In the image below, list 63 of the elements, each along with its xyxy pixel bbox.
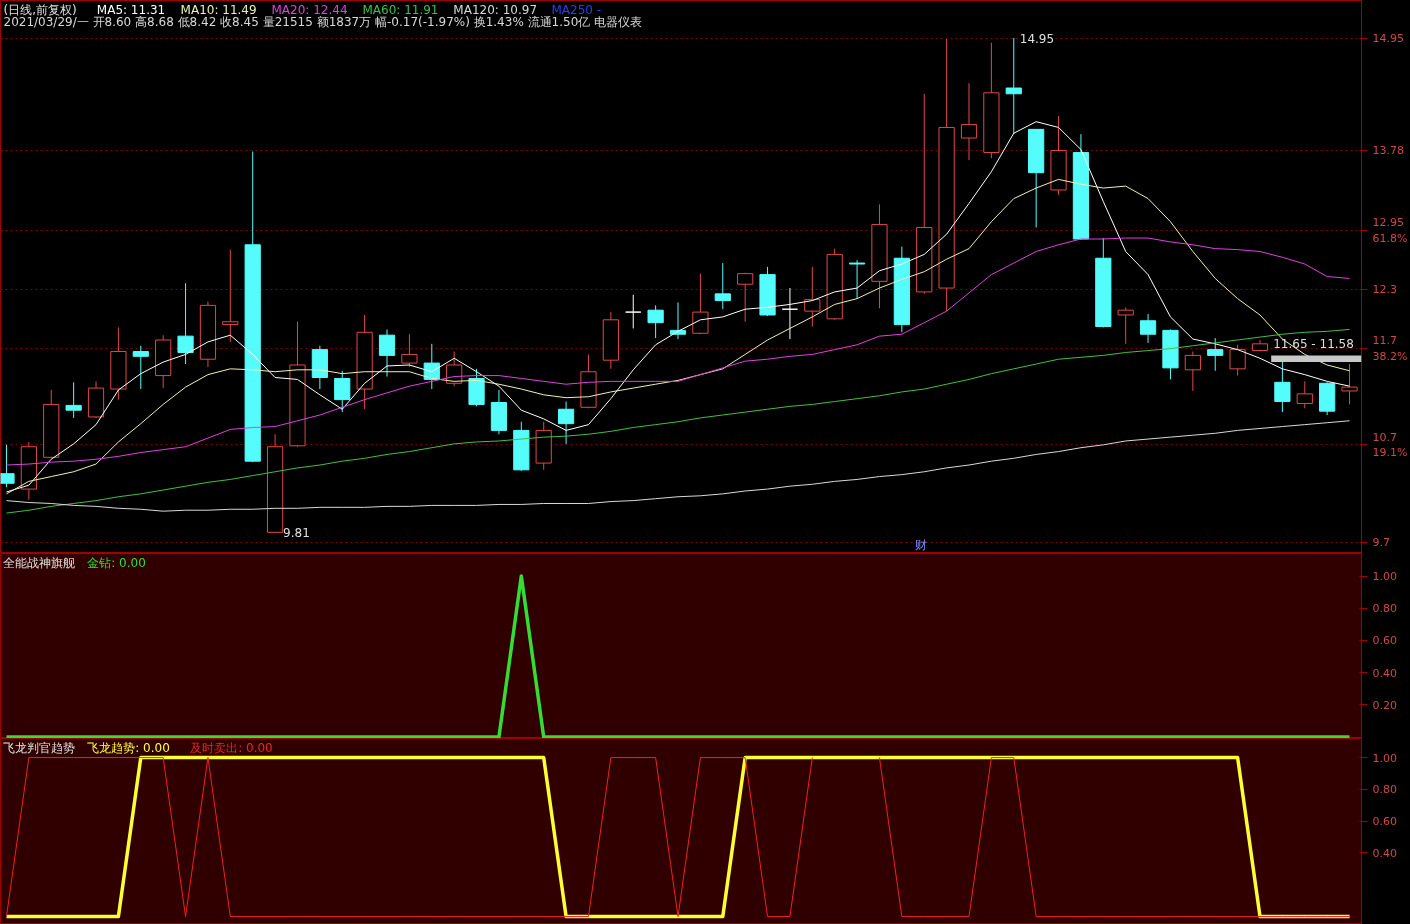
line-series bbox=[5, 178, 1351, 495]
y-tick-label: 9.7 bbox=[1372, 536, 1390, 550]
y-tick-label: 1.00 bbox=[1372, 751, 1397, 765]
candlestick bbox=[132, 345, 149, 390]
candlestick bbox=[692, 273, 709, 335]
y-tick-label: 13.78 bbox=[1372, 144, 1404, 158]
legend-label: MA250 - bbox=[551, 2, 602, 17]
y-tick-label: 1.00 bbox=[1372, 570, 1397, 584]
candlestick bbox=[378, 328, 396, 378]
candlestick bbox=[222, 249, 239, 343]
y-tick-label: 0.20 bbox=[1372, 698, 1397, 712]
text: MA120: 10.97 bbox=[453, 2, 538, 17]
y-tick-label: 0.40 bbox=[1372, 666, 1397, 680]
line-series bbox=[5, 328, 1351, 514]
candlestick bbox=[781, 287, 799, 340]
candlestick bbox=[647, 304, 664, 339]
y-tick-label: 0.60 bbox=[1372, 815, 1397, 829]
y-tick-label: 10.7 19.1% bbox=[1372, 430, 1408, 460]
candlestick bbox=[557, 401, 575, 445]
text: MA60: 11.91 bbox=[362, 2, 439, 17]
candlestick bbox=[714, 262, 731, 310]
annotation: 9.81 bbox=[283, 525, 310, 540]
candlestick bbox=[1207, 337, 1224, 372]
y-tick-label: 14.95 bbox=[1372, 31, 1404, 45]
candlestick bbox=[0, 444, 15, 488]
candlestick bbox=[1229, 344, 1246, 377]
chart-title: 飞龙判官趋势 bbox=[3, 740, 76, 755]
candlestick bbox=[1296, 380, 1313, 409]
y-tick-label: 0.80 bbox=[1372, 602, 1397, 616]
text: MA10: 11.49 bbox=[180, 2, 257, 17]
candlestick bbox=[960, 82, 978, 161]
candlestick bbox=[334, 370, 351, 413]
candlestick bbox=[1005, 37, 1022, 135]
candlestick bbox=[1117, 306, 1134, 345]
y-tick-label: 12.3 bbox=[1372, 283, 1397, 297]
series-label: 飞龙趋势: 0.00 bbox=[87, 740, 170, 755]
candlestick bbox=[1139, 313, 1157, 344]
candlestick bbox=[848, 259, 866, 300]
chart-title: 全能战神旗舰 bbox=[3, 555, 76, 570]
candlestick bbox=[804, 266, 821, 328]
y-tick-label: 0.40 bbox=[1372, 846, 1397, 860]
annotation: 14.95 bbox=[1019, 31, 1055, 46]
text: 金钻: 0.00 bbox=[87, 555, 146, 570]
candlestick bbox=[401, 333, 418, 368]
y-tick-label: 0.60 bbox=[1372, 634, 1397, 648]
candlestick bbox=[1184, 351, 1201, 392]
y-tick-label: 11.7 38.2% bbox=[1372, 334, 1408, 363]
chart-title: (日线,前复权) bbox=[3, 2, 77, 17]
candlestick bbox=[625, 294, 642, 329]
annotation: 财 bbox=[914, 537, 927, 552]
y-tick-label: 12.95 61.8% bbox=[1372, 216, 1408, 245]
y-tick-label: 0.80 bbox=[1372, 783, 1397, 797]
candlestick bbox=[177, 282, 194, 365]
candlestick bbox=[737, 272, 754, 323]
line-series bbox=[5, 420, 1351, 512]
text: MA5: 11.31 bbox=[96, 2, 166, 17]
candlestick bbox=[1341, 363, 1358, 405]
line-series bbox=[5, 237, 1351, 466]
text: MA20: 12.44 bbox=[271, 2, 348, 17]
text: 2021/03/29/一 开8.60 高8.68 低8.42 收8.45 量21515 额1837万 幅-0.17(-1.97%) 换1.43% 流通1.50亿 电器仪表 bbox=[3, 14, 643, 29]
series-label: 及时卖出: 0.00 bbox=[190, 740, 273, 755]
candlestick bbox=[65, 381, 82, 419]
candlestick bbox=[1274, 360, 1291, 413]
